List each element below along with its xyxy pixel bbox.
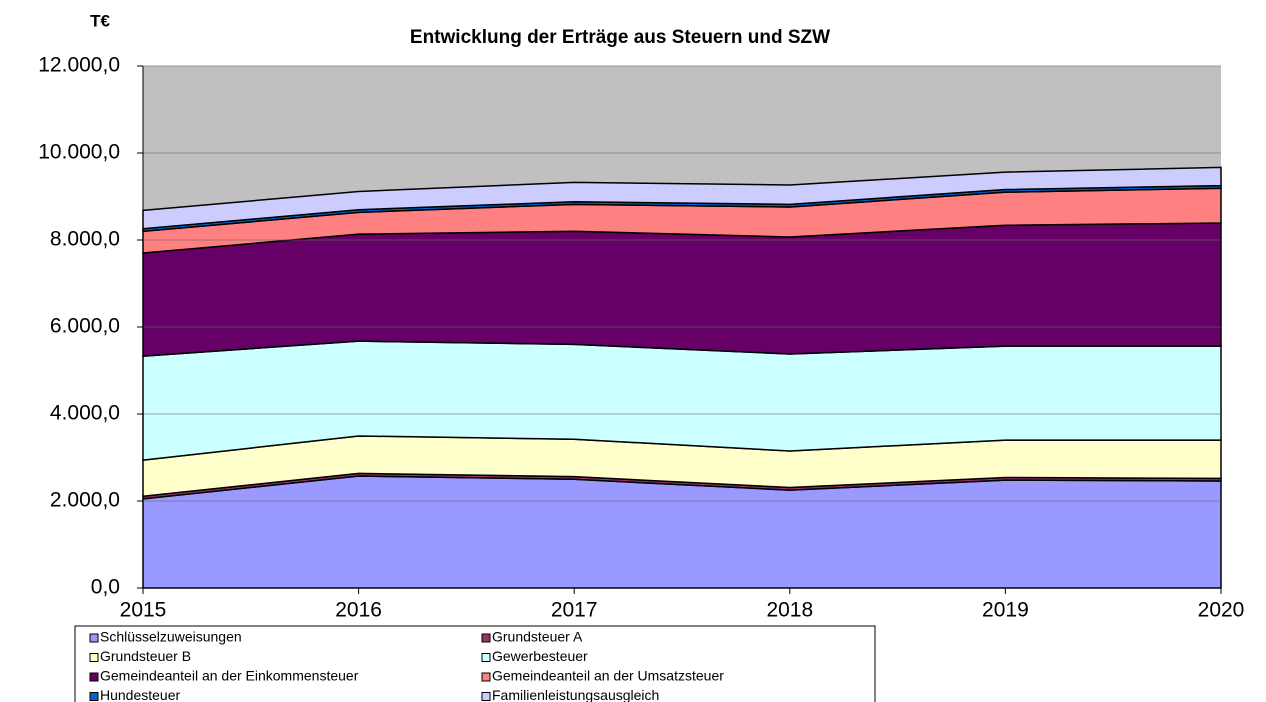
y-tick-label: 0,0 — [91, 576, 120, 599]
y-tick-label: 2.000,0 — [50, 489, 120, 512]
legend-label: Familienleistungsausgleich — [492, 687, 659, 702]
legend-swatch — [89, 692, 99, 701]
x-tick-label: 2016 — [335, 599, 382, 622]
x-tick-label: 2015 — [120, 599, 167, 622]
legend-swatch — [481, 672, 491, 682]
legend-label: Grundsteuer B — [100, 648, 191, 664]
chart-title: Entwicklung der Erträge aus Steuern und … — [410, 27, 830, 48]
legend-label: Hundesteuer — [100, 687, 181, 702]
area — [142, 475, 1222, 589]
legend-label: Grundsteuer A — [492, 629, 583, 645]
legend-swatch — [481, 692, 491, 701]
area — [142, 222, 1222, 357]
x-tick-label: 2018 — [766, 599, 813, 622]
y-tick-label: 10.000,0 — [38, 141, 120, 164]
legend-swatch — [89, 633, 99, 643]
legend-swatch — [89, 672, 99, 682]
y-tick-label: 6.000,0 — [50, 315, 120, 338]
legend-label: Schlüsselzuweisungen — [100, 629, 242, 645]
x-tick-label: 2019 — [982, 599, 1029, 622]
legend-box — [74, 625, 876, 702]
y-tick-label: 4.000,0 — [50, 402, 120, 425]
y-tick-label: 8.000,0 — [50, 228, 120, 251]
x-tick-label: 2017 — [551, 599, 598, 622]
legend-label: Gemeindeanteil an der Einkommensteuer — [100, 668, 359, 684]
y-tick-label: 12.000,0 — [38, 54, 120, 77]
legend-swatch — [481, 653, 491, 662]
legend-label: Gewerbesteuer — [492, 648, 588, 664]
area — [142, 166, 1222, 230]
x-tick-label: 2020 — [1198, 599, 1245, 622]
legend-swatch — [89, 653, 99, 662]
legend-swatch — [481, 633, 491, 643]
legend-label: Gemeindeanteil an der Umsatzsteuer — [492, 668, 724, 684]
y-unit: T€ — [90, 11, 110, 30]
